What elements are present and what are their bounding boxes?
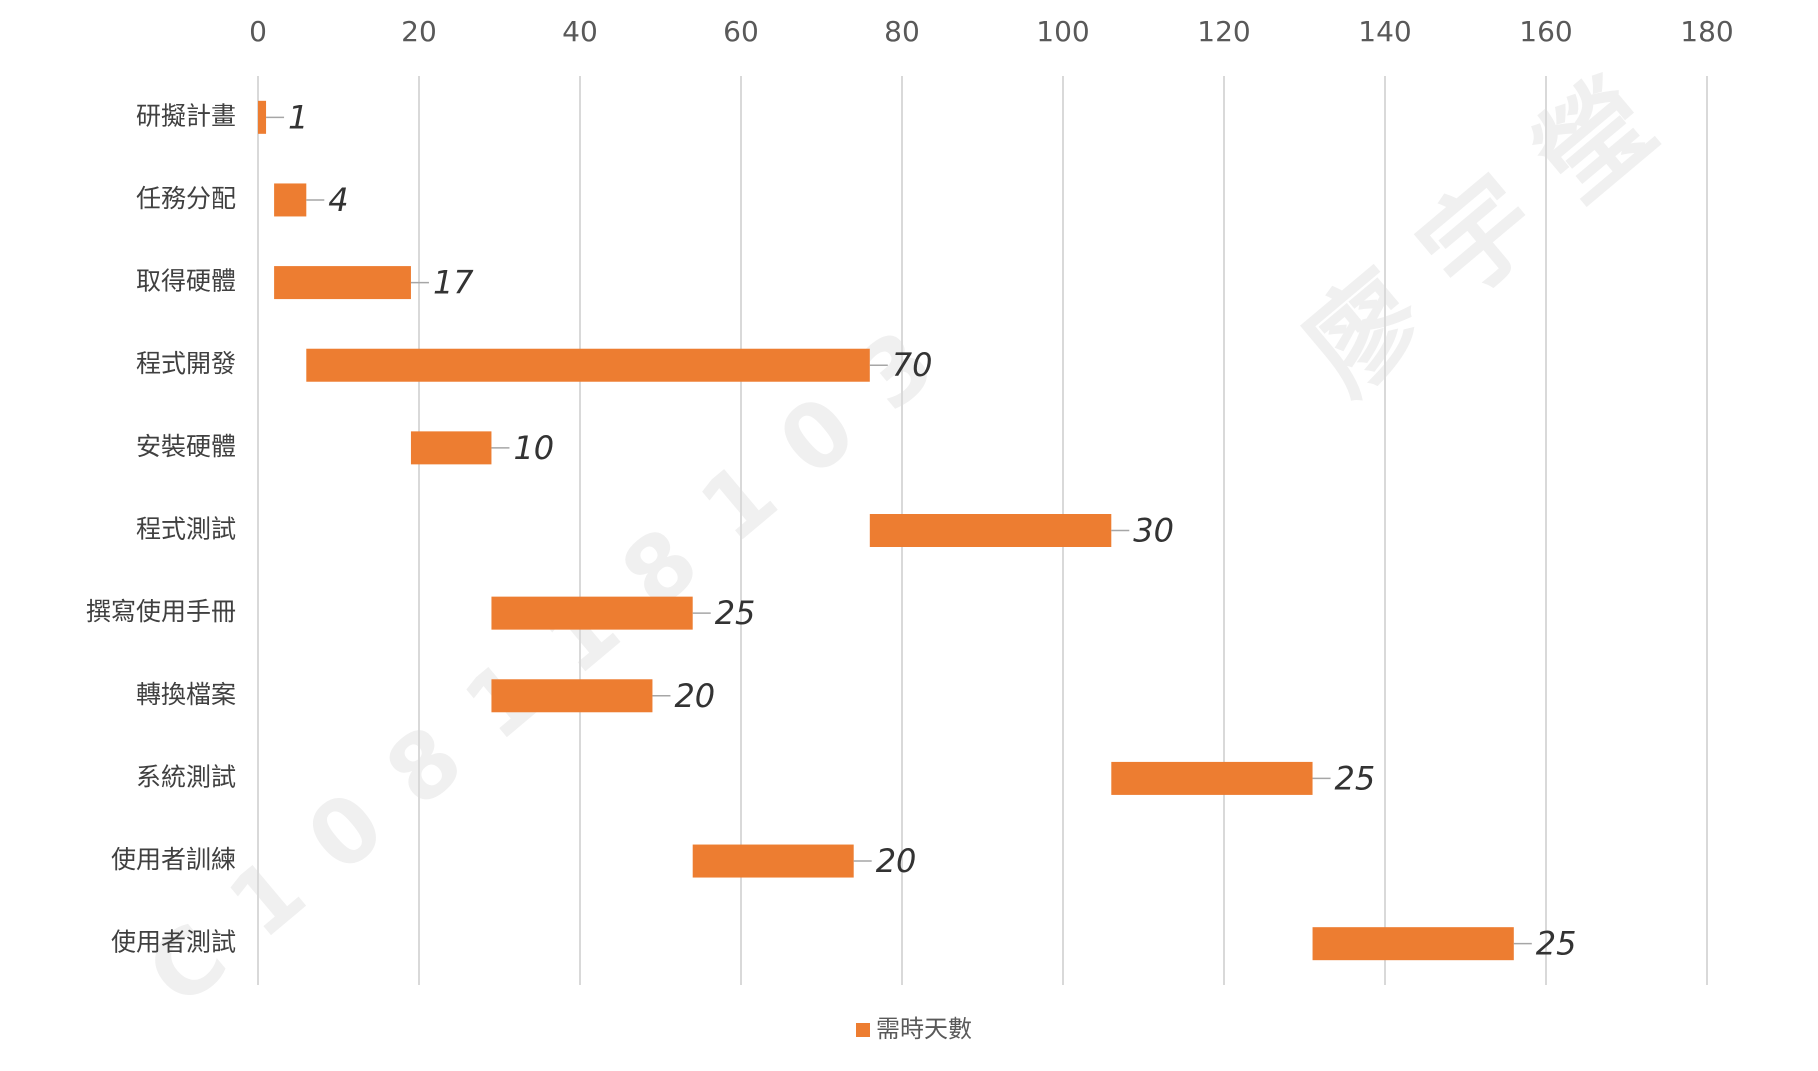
y-tick-label: 研擬計畫: [136, 101, 236, 130]
bar: [258, 100, 267, 134]
y-tick-label: 使用者測試: [111, 928, 236, 957]
bar-offset: [258, 845, 693, 878]
watermark: C108118103: [128, 285, 984, 1027]
value-label: 20: [876, 842, 917, 880]
y-tick-label: 程式測試: [136, 515, 236, 544]
value-label: 17: [433, 264, 474, 302]
x-tick-label: 80: [884, 15, 920, 48]
x-tick-label: 20: [401, 15, 437, 48]
value-label: 30: [1133, 512, 1174, 550]
x-tick-label: 100: [1036, 15, 1089, 48]
value-label: 20: [674, 677, 715, 715]
bar: [410, 431, 492, 465]
bar: [491, 596, 693, 630]
bar: [274, 183, 307, 217]
bar-offset: [258, 349, 306, 382]
y-tick-label: 程式開發: [136, 349, 236, 378]
bar-offset: [258, 183, 274, 216]
bar-offset: [258, 266, 274, 299]
value-label: 25: [1536, 925, 1577, 963]
value-label: 25: [715, 594, 756, 632]
y-tick-label: 使用者訓練: [111, 845, 236, 874]
x-tick-label: 120: [1197, 15, 1250, 48]
value-label: 1: [288, 98, 308, 136]
bar: [1111, 761, 1313, 795]
legend-label: 需時天數: [876, 1015, 972, 1043]
bar: [491, 679, 653, 713]
bar-offset: [258, 514, 870, 547]
legend-swatch: [856, 1023, 870, 1037]
value-label: 70: [892, 346, 933, 384]
watermark: 廖宇瑩: [1282, 30, 1709, 417]
bar-offset: [258, 431, 411, 464]
bar: [692, 844, 854, 878]
bar-offset: [258, 597, 491, 630]
bar-offset: [258, 762, 1111, 795]
x-tick-label: 40: [562, 15, 598, 48]
value-label: 25: [1335, 759, 1376, 797]
y-tick-label: 取得硬體: [136, 267, 236, 296]
bar: [1312, 927, 1514, 961]
y-tick-label: 撰寫使用手冊: [86, 597, 236, 626]
bar: [306, 348, 870, 382]
x-tick-label: 60: [723, 15, 759, 48]
y-tick-label: 任務分配: [136, 184, 236, 213]
y-tick-label: 轉換檔案: [136, 680, 236, 709]
value-label: 4: [328, 181, 348, 219]
bar: [274, 266, 411, 300]
x-tick-label: 160: [1519, 15, 1572, 48]
bar: [869, 514, 1112, 547]
x-tick-label: 180: [1680, 15, 1733, 48]
bar-offset: [258, 679, 491, 712]
y-tick-label: 安裝硬體: [136, 432, 236, 461]
x-tick-label: 140: [1358, 15, 1411, 48]
x-tick-label: 0: [249, 15, 267, 48]
bar-offset: [258, 927, 1313, 960]
y-tick-label: 系統測試: [136, 762, 236, 791]
value-label: 10: [513, 429, 554, 467]
